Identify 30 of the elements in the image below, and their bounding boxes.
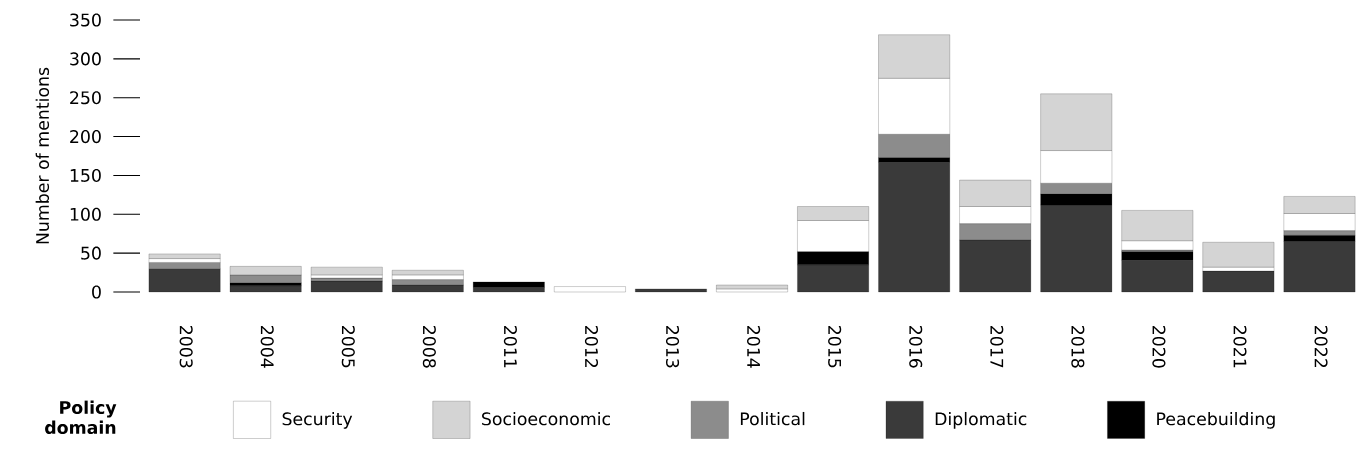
x-tick-label: 2022 xyxy=(1314,325,1328,367)
legend-label: Political xyxy=(740,411,805,426)
x-tick-label: 2021 xyxy=(1233,325,1247,368)
y-tick-label: 0 xyxy=(92,285,101,299)
x-tick-label: 2014 xyxy=(747,325,761,368)
x-tick-label: 2011 xyxy=(503,325,517,368)
x-tick-label: 2008 xyxy=(422,325,436,368)
x-tick-label: 2013 xyxy=(665,325,680,368)
y-tick-label: 50 xyxy=(81,246,101,260)
legend-label: Security xyxy=(282,411,353,429)
x-tick-label: 2016 xyxy=(909,325,923,368)
y-tick-label: 350 xyxy=(70,13,101,27)
legend-label: Diplomatic xyxy=(935,411,1027,429)
x-tick-label: 2012 xyxy=(584,325,599,367)
x-tick-label: 2017 xyxy=(990,325,1004,368)
legend-label: Peacebuilding xyxy=(1157,411,1275,429)
x-tick-label: 2004 xyxy=(260,325,274,368)
y-tick-label: 100 xyxy=(70,207,101,221)
legend-title: Policy domain xyxy=(45,400,117,434)
legend-label: Socioeconomic xyxy=(482,411,610,426)
y-tick-label: 300 xyxy=(70,52,101,66)
x-tick-label: 2005 xyxy=(341,325,355,368)
x-tick-label: 2020 xyxy=(1152,325,1166,368)
x-tick-label: 2015 xyxy=(828,325,842,368)
x-tick-label: 2003 xyxy=(179,325,193,368)
y-tick-label: 150 xyxy=(70,168,101,182)
y-tick-label: 200 xyxy=(70,129,101,143)
y-tick-label: 250 xyxy=(70,91,101,105)
x-tick-label: 2018 xyxy=(1071,325,1085,368)
y-axis-title: Number of mentions xyxy=(35,67,50,244)
